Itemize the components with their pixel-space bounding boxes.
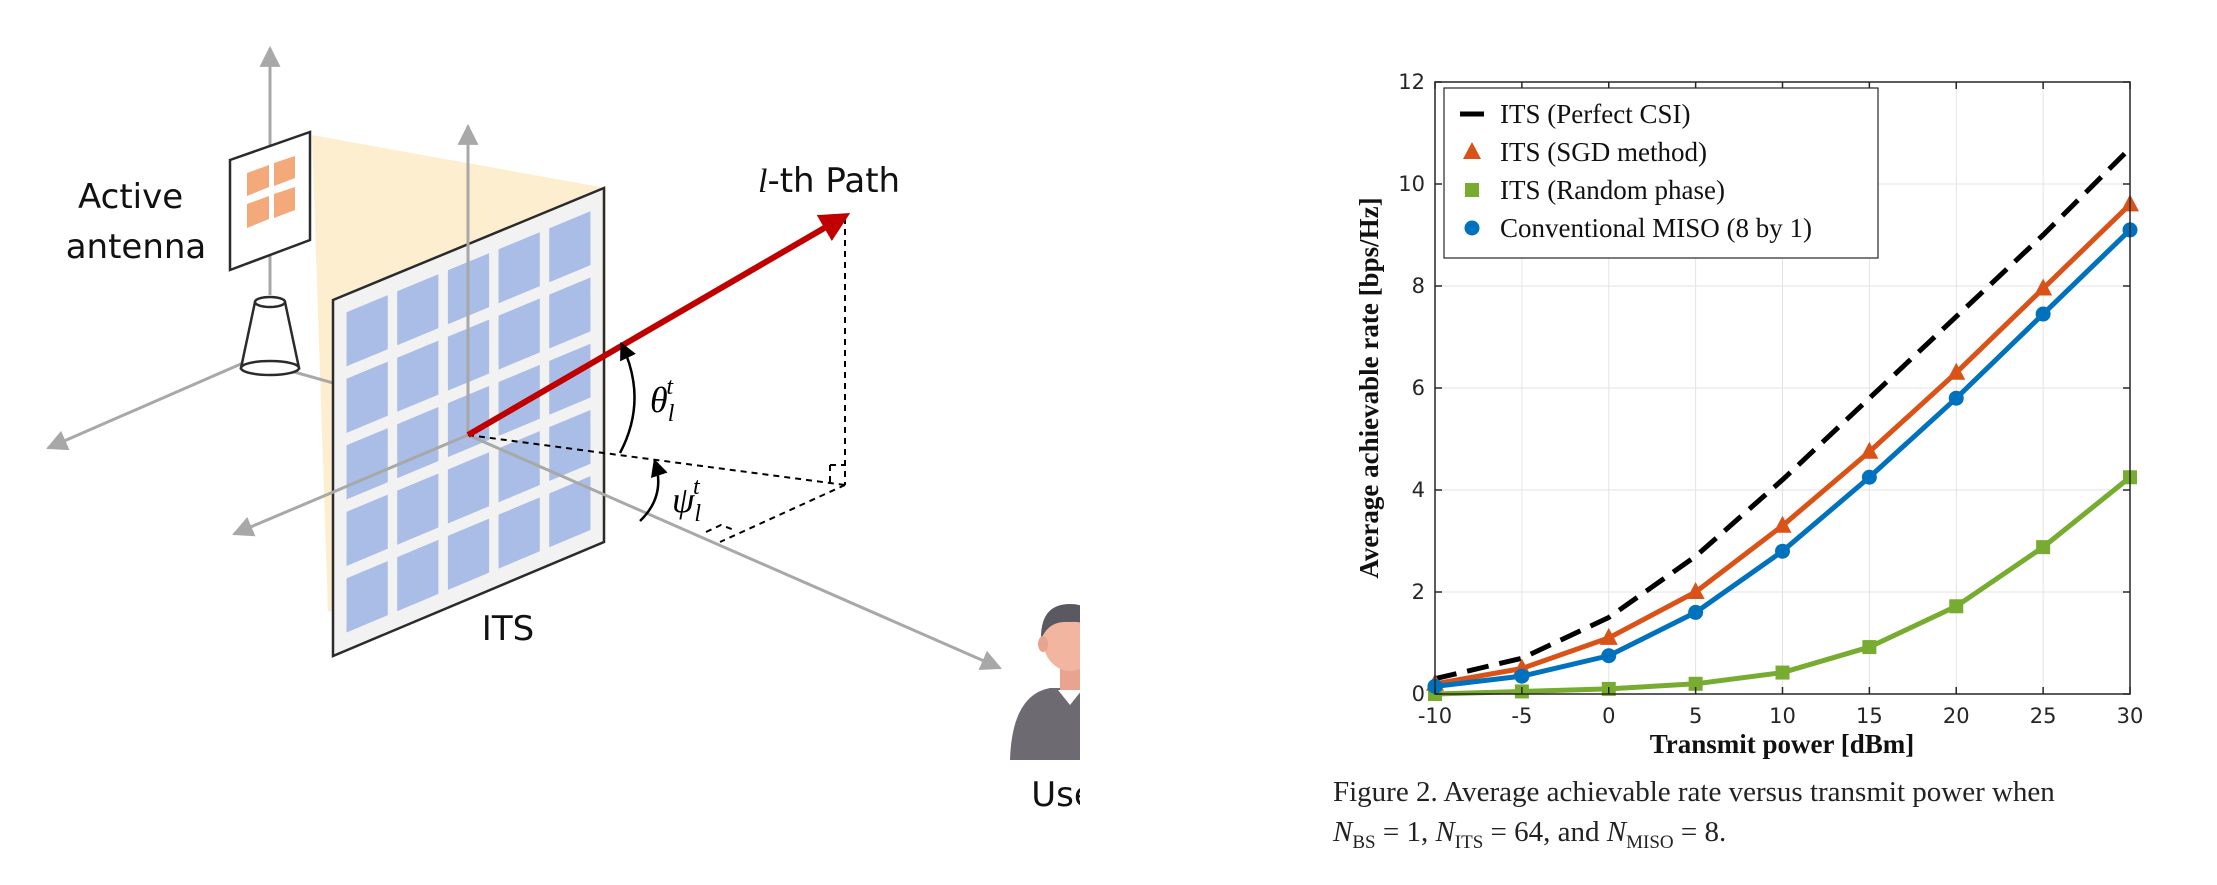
caption-n-miso: N — [1606, 816, 1627, 848]
series-its-random-phase-point — [1949, 599, 1964, 614]
its-element-cell — [498, 232, 540, 304]
active-antenna-label: Active antenna — [66, 177, 207, 267]
its-element-cell — [346, 295, 388, 367]
its-element-cell — [447, 518, 490, 590]
its-element-cell — [346, 361, 388, 433]
legend-label: ITS (SGD method) — [1500, 137, 1707, 167]
its-element-cell — [549, 277, 591, 349]
legend: ITS (Perfect CSI) ITS (SGD method) ITS (Ra… — [1443, 87, 1879, 259]
its-element-cell — [397, 274, 439, 346]
psi-angle-arc — [639, 458, 668, 522]
its-element-cell — [346, 494, 388, 566]
user-label: User — [1031, 775, 1080, 815]
y-tick-label: 4 — [1412, 478, 1425, 502]
series-its-perfect-csi — [1434, 146, 2132, 682]
its-element-cell — [498, 497, 540, 569]
its-axes — [232, 123, 1002, 671]
series-its-random-phase-point — [1775, 665, 1790, 680]
series-its-random-phase-point — [1862, 640, 1877, 655]
caption-miso-val: = 8. — [1673, 816, 1727, 848]
lth-path-arrow — [466, 212, 851, 438]
y-tick-label: 12 — [1398, 70, 1425, 94]
series-its-sgd-method-point — [2034, 278, 2053, 296]
legend-item: ITS (Random phase) — [1465, 175, 1725, 205]
theta-label: θlt — [650, 374, 675, 427]
its-panel — [331, 186, 606, 658]
legend-item: ITS (Perfect CSI) — [1460, 99, 1690, 129]
legend-swatch — [1464, 220, 1480, 236]
x-tick-label: 20 — [1943, 704, 1970, 728]
caption-its-val: = 64, and — [1483, 816, 1607, 848]
series-its-sgd-method-point — [1686, 582, 1705, 599]
its-element-cell — [549, 476, 591, 548]
series-its-random-phase-point — [1688, 676, 1703, 691]
series-conventional-miso-8-by-1-point — [1688, 604, 1704, 620]
legend-swatch — [1463, 142, 1481, 159]
y-axis-label: Average achievable rate [bps/Hz] — [1354, 197, 1384, 578]
its-element-cell — [498, 298, 540, 370]
active-antenna-icon — [228, 130, 312, 377]
caption-bs-sub: BS — [1352, 831, 1376, 853]
its-element-cell — [498, 431, 540, 503]
legend-label: Conventional MISO (8 by 1) — [1500, 213, 1812, 243]
psi-label: ψlt — [672, 474, 701, 527]
series-conventional-miso-8-by-1-point — [1514, 668, 1530, 684]
caption-its-sub: ITS — [1454, 831, 1484, 853]
series-conventional-miso-8-by-1 — [1427, 222, 2138, 694]
user-icon — [1010, 604, 1080, 760]
its-element-cell — [346, 561, 388, 633]
y-tick-label: 6 — [1412, 376, 1425, 400]
caption-prefix: Figure 2. Average achievable rate versus… — [1333, 776, 2055, 808]
its-element-cell — [397, 539, 439, 612]
figure-caption: Figure 2. Average achievable rate versus… — [1333, 772, 2193, 863]
caption-n-bs: N — [1333, 816, 1353, 848]
legend-box — [1443, 87, 1879, 259]
series-its-sgd-method-point — [1773, 515, 1792, 533]
series-conventional-miso-8-by-1-point — [1601, 648, 1617, 664]
x-tick-label: -5 — [1511, 704, 1532, 728]
legend-swatch — [1465, 183, 1479, 197]
series-conventional-miso-8-by-1-point — [2035, 306, 2051, 322]
y-tick-label: 0 — [1412, 682, 1425, 706]
y-tick-label: 2 — [1412, 580, 1425, 604]
series-its-sgd-method-point — [1947, 362, 1966, 380]
x-tick-label: 0 — [1602, 704, 1615, 728]
its-label: ITS — [482, 609, 534, 649]
rate-vs-power-chart: -10 -5 0 5 10 15 20 25 30 0 2 4 6 8 10 12 Transmit powe… — [1354, 70, 2143, 759]
x-tick-label: -10 — [1418, 704, 1452, 728]
series-conventional-miso-8-by-1-point — [1775, 543, 1790, 559]
x-tick-label: 5 — [1689, 704, 1702, 728]
its-element-cell — [447, 452, 490, 524]
its-element-cell — [397, 340, 439, 412]
x-tick-label: 30 — [2117, 704, 2144, 728]
y-tick-label: 10 — [1398, 172, 1425, 196]
legend-item: Conventional MISO (8 by 1) — [1464, 213, 1812, 243]
series-conventional-miso-8-by-1-point — [1948, 390, 1964, 406]
its-element-cell — [397, 473, 439, 545]
its-element-cell — [498, 364, 540, 436]
legend-item: ITS (SGD method) — [1463, 137, 1707, 167]
x-tick-label: 10 — [1769, 704, 1796, 728]
series-its-random-phase-point — [2036, 540, 2051, 555]
series-its-perfect-csi-line — [1434, 146, 2132, 682]
x-axis-label: Transmit power [dBm] — [1650, 729, 1915, 759]
theta-angle-arc — [618, 341, 636, 454]
x-tick-label: 15 — [1856, 704, 1883, 728]
its-element-cell — [549, 409, 591, 482]
its-element-cell — [549, 211, 591, 283]
plot-ticks: -10 -5 0 5 10 15 20 25 30 0 2 4 6 8 10 12 — [1398, 70, 2143, 728]
caption-n-its: N — [1435, 816, 1455, 848]
series-conventional-miso-8-by-1-point — [1861, 469, 1877, 485]
caption-miso-sub: MISO — [1626, 831, 1674, 853]
legend-label: ITS (Perfect CSI) — [1500, 99, 1690, 129]
series-its-sgd-method-point — [1599, 627, 1618, 645]
plot-series — [1426, 146, 2139, 701]
legend-label: ITS (Random phase) — [1500, 175, 1725, 205]
its-system-diagram: θlt ψlt l-th Path Active antenna ITS Use… — [46, 45, 1080, 815]
caption-bs-val: = 1, — [1375, 816, 1436, 848]
series-its-sgd-method-point — [1860, 441, 1879, 459]
y-tick-label: 8 — [1412, 274, 1425, 298]
path-label: l-th Path — [758, 161, 900, 201]
x-tick-label: 25 — [2030, 704, 2057, 728]
